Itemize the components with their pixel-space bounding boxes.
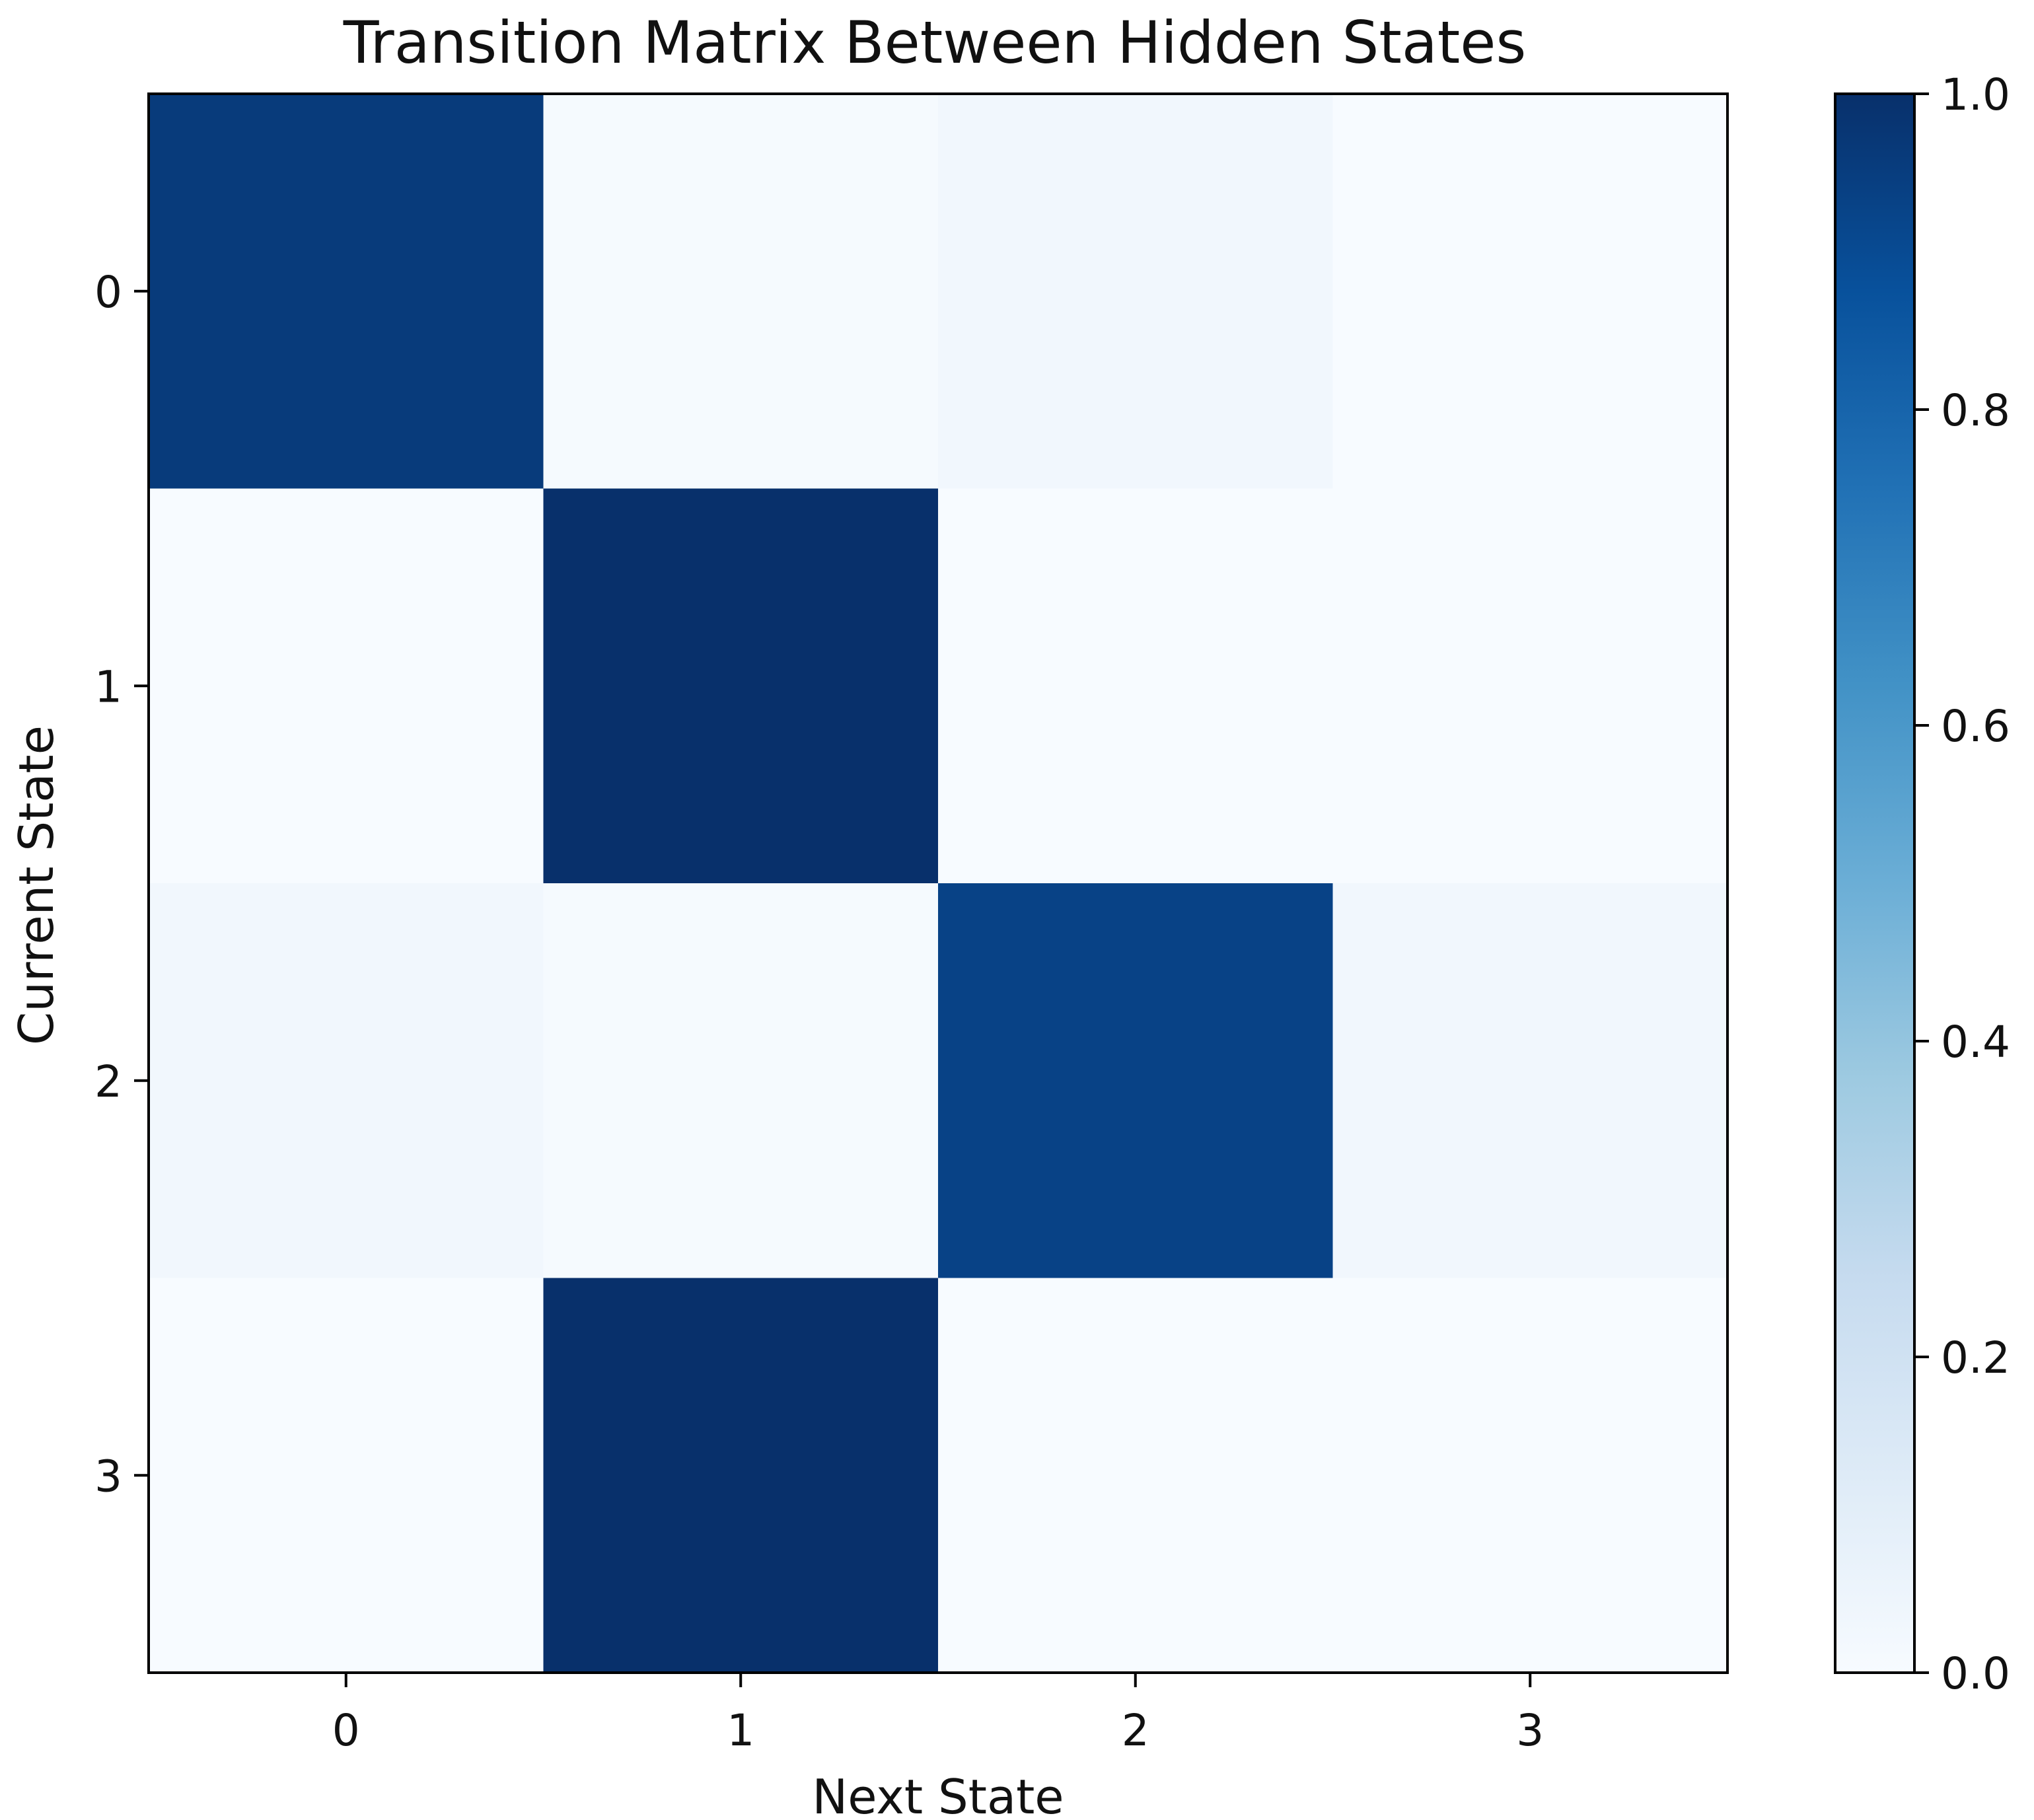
heatmap-cell-1-0 [149,488,544,884]
heatmap-cell-0-2 [938,94,1333,489]
colorbar-tick-label: 1.0 [1941,69,2010,120]
heatmap-cell-1-1 [543,488,939,884]
heatmap-cell-1-3 [1332,488,1728,884]
heatmap-cell-2-3 [1332,883,1728,1278]
heatmap-cell-3-0 [149,1278,544,1673]
y-tick-label: 1 [94,661,122,712]
y-tick-label: 2 [94,1056,122,1107]
colorbar-ticks: 0.0 0.2 0.4 0.6 0.8 1.0 [1914,69,2010,1699]
heatmap-cell-0-0 [149,94,544,489]
colorbar-tick-label: 0.0 [1941,1648,2010,1699]
colorbar: 0.0 0.2 0.4 0.6 0.8 1.0 [1834,69,2010,1699]
plot-frame [147,92,1729,1674]
x-tick-label: 1 [727,1705,754,1756]
heatmap-cell-0-1 [543,94,939,489]
colorbar-tick-label: 0.6 [1941,701,2010,752]
y-axis-ticks: 0 1 2 3 [94,267,149,1502]
heatmap-cell-0-3 [1332,94,1728,489]
colorbar-tick-label: 0.2 [1941,1332,2010,1383]
x-axis-ticks: 0 1 2 3 [332,1673,1544,1756]
chart-title: Transition Matrix Between Hidden States [343,9,1527,77]
heatmap-cell-2-2 [938,883,1333,1278]
colorbar-tick-label: 0.8 [1941,385,2010,436]
heatmap-cell-2-1 [543,883,939,1278]
x-tick-label: 3 [1516,1705,1544,1756]
x-axis-label: Next State [812,1769,1064,1820]
heatmap-cell-3-2 [938,1278,1333,1673]
heatmap-cell-3-1 [543,1278,939,1673]
heatmap-cell-3-3 [1332,1278,1728,1673]
x-tick-label: 2 [1122,1705,1149,1756]
y-tick-label: 0 [94,267,122,318]
y-axis-label: Current State [9,725,64,1045]
heatmap-cells [149,94,1728,1673]
y-tick-label: 3 [94,1451,122,1502]
heatmap-cell-1-2 [938,488,1333,884]
heatmap-cell-2-0 [149,883,544,1278]
colorbar-tick-label: 0.4 [1941,1017,2010,1068]
colorbar-gradient [1834,92,1916,1674]
x-tick-label: 0 [332,1705,360,1756]
